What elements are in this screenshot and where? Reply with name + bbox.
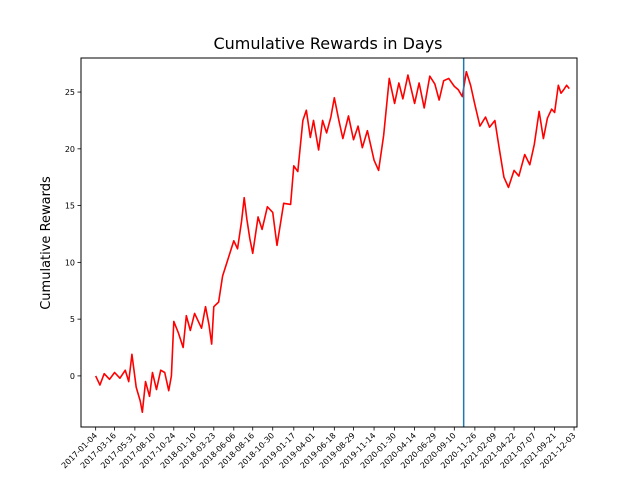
y-tick-label: 25 bbox=[65, 88, 75, 97]
series-line-0 bbox=[94, 70, 570, 414]
y-tick-label: 10 bbox=[65, 258, 75, 267]
x-axis: 2017-01-042017-03-162017-05-312017-08-10… bbox=[60, 427, 577, 470]
y-axis-label: Cumulative Rewards bbox=[39, 176, 54, 310]
plot-content bbox=[94, 58, 570, 427]
y-tick-label: 20 bbox=[65, 145, 75, 154]
plot-frame bbox=[80, 57, 578, 428]
chart-title: Cumulative Rewards in Days bbox=[213, 34, 442, 53]
y-tick-label: 0 bbox=[70, 372, 75, 381]
y-axis: 0 5 10 15 20 25 bbox=[65, 88, 81, 381]
y-tick-label: 15 bbox=[65, 202, 75, 211]
y-tick-label: 5 bbox=[70, 315, 75, 324]
